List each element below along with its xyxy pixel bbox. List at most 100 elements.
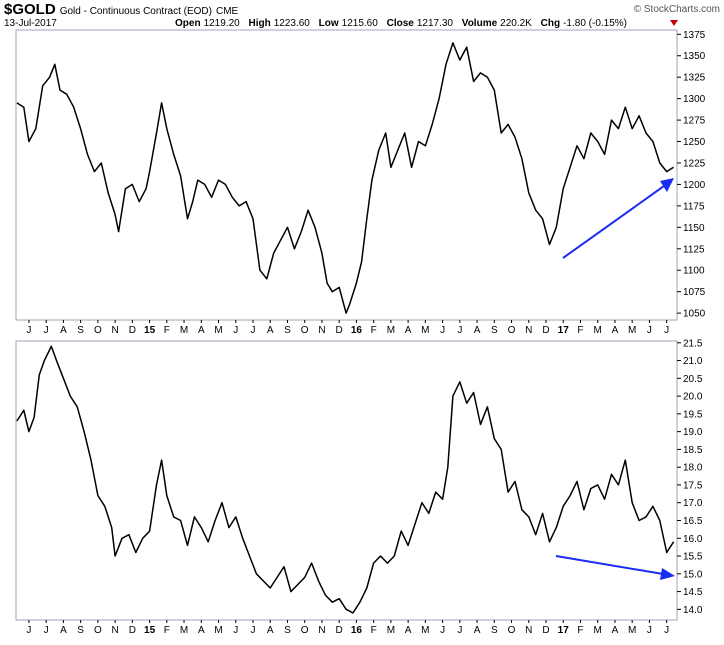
quote-value: 220.2K [500,18,532,29]
x-tick-label: J [44,325,49,336]
y-tick-label: 17.0 [683,498,703,509]
x-tick-label: M [594,325,602,336]
x-tick-label: A [198,625,205,636]
x-tick-label: N [525,625,532,636]
x-tick-label: O [94,325,102,336]
y-tick-label: 19.0 [683,427,703,438]
x-tick-label: J [233,325,238,336]
quote-label: Chg [541,18,560,29]
trend-arrow [562,178,674,259]
x-tick-label: D [336,625,343,636]
x-tick-label: J [26,625,31,636]
x-tick-label: J [44,625,49,636]
x-tick-label: A [474,625,481,636]
x-tick-label: M [214,325,222,336]
y-tick-label: 1075 [683,287,706,298]
x-tick-label: A [405,625,412,636]
symbol: $GOLD [4,1,56,18]
quote-label: Open [175,18,201,29]
y-tick-label: 14.0 [683,605,703,616]
x-tick-label: N [111,625,118,636]
quote-label: Volume [462,18,498,29]
x-tick-label: A [474,325,481,336]
quote-value: 1219.20 [204,18,241,29]
x-tick-label: J [647,325,652,336]
down-indicator [670,20,678,26]
x-tick-label: S [284,325,291,336]
x-tick-label: 16 [351,625,363,636]
x-tick-label: A [267,325,274,336]
x-tick-label: M [214,625,222,636]
x-tick-label: 15 [144,325,156,336]
x-tick-label: F [164,325,170,336]
x-tick-label: J [440,325,445,336]
x-tick-label: A [60,325,67,336]
y-tick-label: 1100 [683,266,705,277]
x-tick-label: N [318,325,325,336]
y-tick-label: 19.5 [683,409,703,420]
x-tick-label: F [577,625,583,636]
x-tick-label: A [612,625,619,636]
x-tick-label: J [250,325,255,336]
x-tick-label: A [267,625,274,636]
quote-label: High [249,18,271,29]
x-tick-label: M [180,625,188,636]
x-tick-label: M [628,625,636,636]
x-tick-label: A [198,325,205,336]
quote-label: Close [387,18,415,29]
x-tick-label: M [387,325,395,336]
y-tick-label: 1175 [683,201,705,212]
quote-value: 1215.60 [342,18,379,29]
y-tick-label: 18.5 [683,445,703,456]
arrow-head [660,178,674,192]
x-tick-label: D [542,325,549,336]
quote-label: Low [319,18,339,29]
x-tick-label: F [371,625,377,636]
x-tick-label: J [647,625,652,636]
x-tick-label: S [491,625,498,636]
x-tick-label: O [508,325,516,336]
x-tick-label: S [491,325,498,336]
y-tick-label: 1275 [683,116,706,127]
y-tick-label: 21.0 [683,356,703,367]
y-tick-label: 1050 [683,309,706,320]
x-tick-label: S [77,625,84,636]
y-tick-label: 16.5 [683,516,703,527]
panel-top [15,29,678,321]
y-tick-label: 1200 [683,180,706,191]
y-tick-label: 1300 [683,94,706,105]
x-tick-label: M [387,625,395,636]
quote-value: 1217.30 [417,18,454,29]
y-tick-label: 15.5 [683,552,703,563]
x-tick-label: O [508,625,516,636]
x-tick-label: F [371,325,377,336]
y-tick-label: 20.0 [683,392,703,403]
x-tick-label: O [301,325,309,336]
x-tick-label: M [421,625,429,636]
x-tick-label: D [542,625,549,636]
x-tick-label: J [664,325,669,336]
x-tick-label: S [284,625,291,636]
arrow-head [660,568,675,580]
x-tick-label: F [164,625,170,636]
x-tick-label: N [318,625,325,636]
x-tick-label: 17 [558,625,570,636]
x-tick-label: M [421,325,429,336]
y-tick-label: 17.5 [683,480,703,491]
y-tick-label: 20.5 [683,374,703,385]
y-tick-label: 1225 [683,158,706,169]
quote-value: -1.80 (-0.15%) [563,18,627,29]
x-tick-label: A [60,625,67,636]
y-tick-label: 1375 [683,30,706,41]
y-tick-label: 15.0 [683,569,703,580]
x-tick-label: O [301,625,309,636]
date: 13-Jul-2017 [4,18,57,29]
x-tick-label: J [233,625,238,636]
x-tick-label: J [250,625,255,636]
y-tick-label: 18.0 [683,463,703,474]
trend-arrow [555,555,675,580]
price-line [16,345,675,614]
instrument-name: Gold - Continuous Contract (EOD) [60,6,212,17]
x-tick-label: D [129,325,136,336]
